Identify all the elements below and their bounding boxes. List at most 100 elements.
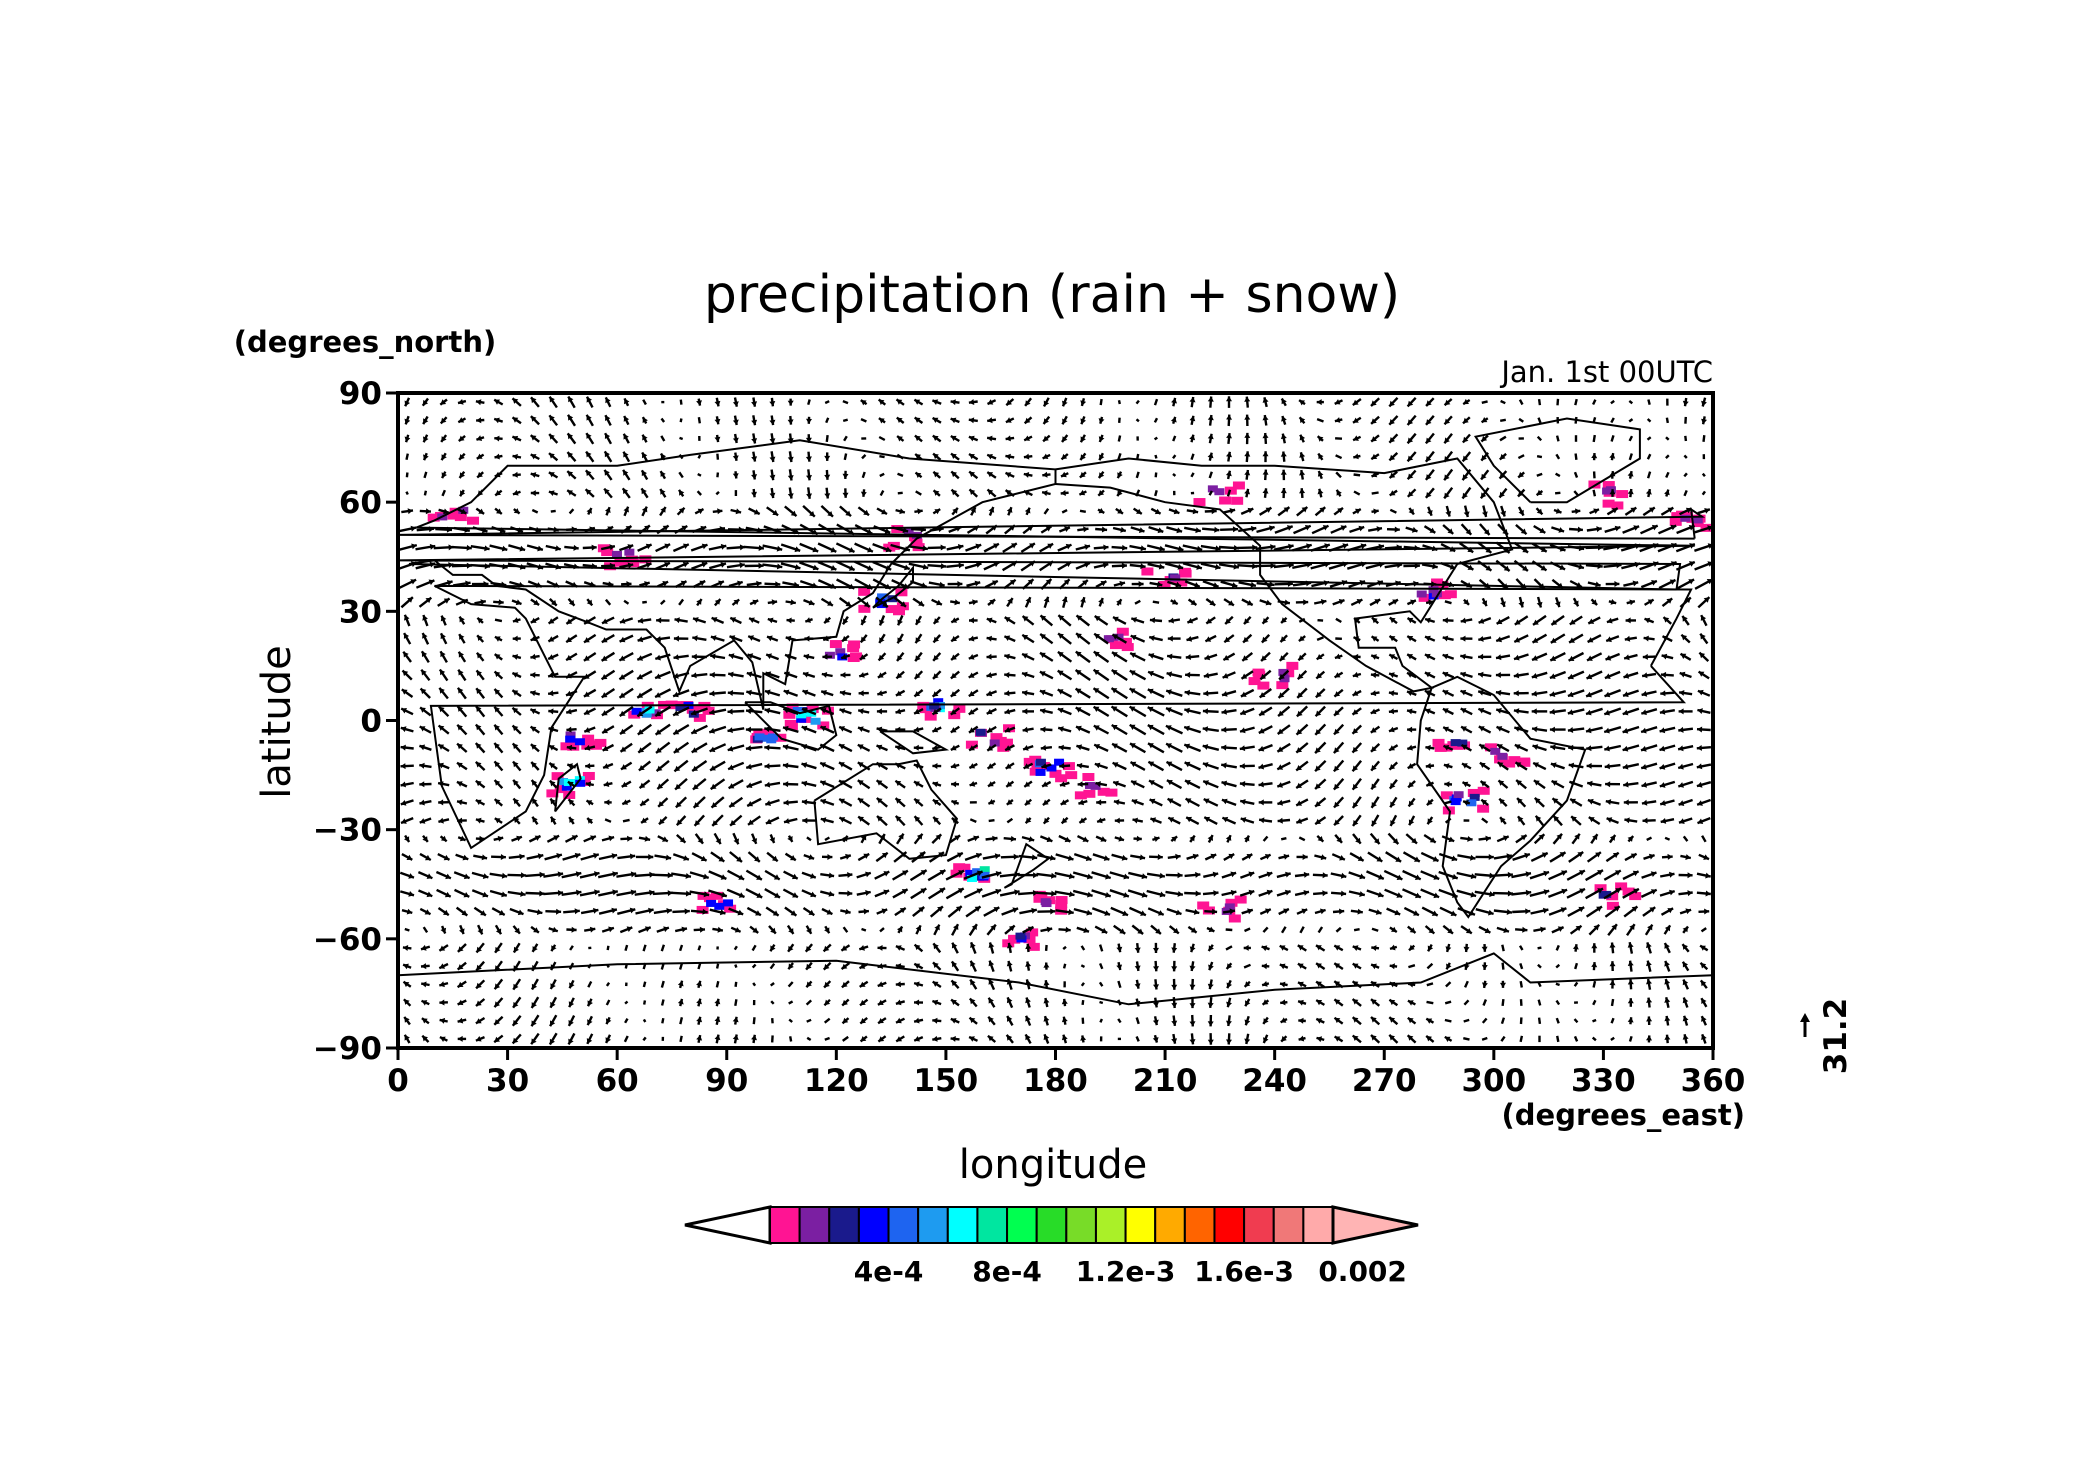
wind-vector-head	[1664, 997, 1671, 1003]
wind-vector-head	[1352, 709, 1359, 715]
wind-vector-head	[1334, 945, 1341, 951]
wind-vector-head	[1266, 871, 1273, 878]
wind-vector-head	[1009, 579, 1016, 586]
wind-vector-head	[764, 763, 770, 770]
wind-vector-head	[1243, 835, 1250, 842]
wind-vector-head	[1414, 856, 1420, 862]
wind-vector	[697, 945, 702, 951]
wind-vector-head	[1140, 910, 1146, 916]
wind-vector-head	[1549, 708, 1555, 715]
wind-vector-head	[801, 762, 808, 769]
wind-vector-head	[1579, 888, 1585, 894]
wind-vector-head	[459, 634, 465, 640]
wind-vector-head	[1244, 981, 1251, 987]
wind-vector-head	[1551, 780, 1558, 786]
wind-vector-head	[439, 963, 446, 969]
wind-vector-head	[530, 653, 536, 660]
wind-vector-head	[1396, 892, 1403, 898]
wind-vector-head	[662, 836, 668, 842]
wind-vector-head	[1149, 617, 1156, 624]
wind-vector-head	[867, 547, 873, 553]
wind-vector-head	[566, 654, 572, 661]
wind-vector-head	[1022, 708, 1028, 715]
wind-vector-head	[601, 674, 608, 680]
wind-vector-head	[714, 436, 721, 443]
wind-vector-head	[1057, 651, 1064, 658]
wind-vector-head	[1660, 818, 1667, 824]
wind-vector-head	[1211, 508, 1217, 515]
wind-vector-head	[531, 983, 538, 990]
wind-vector-head	[1086, 909, 1092, 916]
wind-vector-head	[1185, 780, 1191, 786]
wind-vector-head	[1221, 762, 1227, 769]
wind-vector	[897, 472, 904, 478]
wind-vector	[622, 818, 630, 823]
wind-vector-head	[728, 783, 735, 789]
wind-vector-head	[1207, 1039, 1214, 1045]
wind-vector-head	[1394, 526, 1400, 533]
wind-vector	[1628, 453, 1633, 461]
wind-vector-head	[1352, 746, 1359, 753]
wind-vector-head	[1316, 654, 1323, 660]
precip-cell	[1049, 769, 1062, 778]
wind-vector	[1573, 1035, 1579, 1042]
wind-vector-head	[446, 580, 453, 586]
wind-vector-head	[1153, 947, 1159, 953]
wind-vector-head	[1604, 745, 1610, 752]
wind-vector-head	[517, 909, 524, 916]
wind-vector-head	[718, 580, 724, 587]
wind-vector-head	[790, 855, 796, 861]
wind-vector-head	[620, 746, 627, 752]
wind-vector-head	[1392, 838, 1399, 844]
wind-vector-head	[681, 926, 687, 933]
wind-vector	[1610, 435, 1615, 442]
wind-vector-head	[1315, 783, 1321, 789]
wind-vector-head	[1533, 762, 1539, 768]
wind-vector-head	[1482, 511, 1488, 517]
wind-vector-head	[1591, 453, 1598, 459]
wind-vector-head	[1129, 688, 1136, 694]
precip-cell	[1669, 517, 1682, 526]
wind-vector-head	[602, 745, 609, 751]
wind-vector-head	[642, 434, 648, 441]
wind-vector-head	[975, 562, 982, 568]
wind-vector	[1080, 945, 1086, 951]
wind-vector-head	[494, 983, 501, 990]
wind-vector-head	[1338, 599, 1345, 605]
wind-vector-head	[1005, 417, 1012, 423]
wind-vector	[1628, 435, 1634, 442]
wind-vector-head	[1622, 745, 1629, 752]
wind-vector-head	[1556, 833, 1562, 840]
wind-vector-head	[1130, 652, 1136, 658]
precip-cell	[1035, 758, 1046, 766]
wind-vector-head	[932, 1035, 938, 1042]
wind-vector-head	[1320, 908, 1326, 915]
wind-vector-head	[830, 565, 837, 571]
wind-vector-head	[975, 543, 982, 550]
wind-vector-head	[734, 927, 741, 933]
wind-vector-head	[1374, 599, 1381, 605]
wind-vector	[1501, 962, 1505, 970]
wind-vector-head	[756, 580, 762, 587]
wind-vector-head	[987, 417, 993, 424]
wind-vector-head	[1488, 854, 1494, 860]
wind-vector	[1079, 509, 1087, 513]
wind-vector-head	[1082, 836, 1089, 842]
wind-vector-head	[1098, 490, 1105, 496]
precip-cell	[1602, 499, 1615, 508]
wind-vector-head	[1488, 909, 1494, 916]
wind-vector-head	[933, 490, 940, 496]
wind-vector-head	[1112, 634, 1119, 640]
precip-cell	[783, 710, 796, 719]
wind-vector-head	[1604, 763, 1610, 770]
wind-vector-head	[877, 672, 884, 678]
wind-vector-head	[568, 1038, 574, 1045]
wind-vector-head	[1467, 564, 1474, 570]
wind-vector-head	[714, 418, 721, 425]
precip-cell	[997, 743, 1010, 752]
wind-vector-head	[914, 708, 920, 715]
wind-vector-head	[824, 474, 831, 480]
wind-vector-head	[1298, 999, 1304, 1006]
wind-vector-head	[1012, 907, 1019, 913]
wind-vector	[1135, 1017, 1140, 1025]
